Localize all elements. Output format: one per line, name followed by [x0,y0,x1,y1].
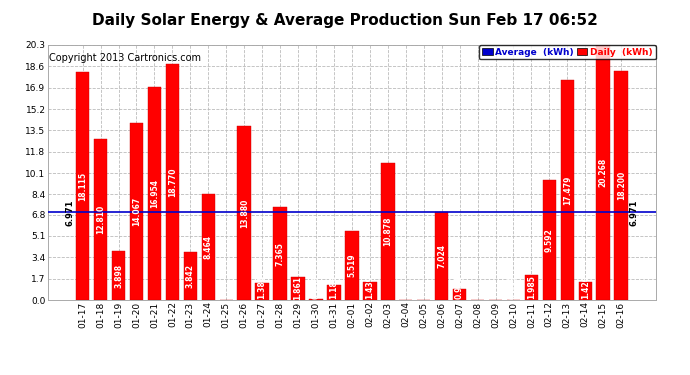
Legend: Average  (kWh), Daily  (kWh): Average (kWh), Daily (kWh) [479,45,656,59]
Text: 8.464: 8.464 [204,235,213,259]
Bar [363,282,377,300]
Text: 5.519: 5.519 [347,254,357,277]
Bar [435,212,448,300]
Bar [560,80,574,300]
Text: 6.971: 6.971 [66,199,75,226]
Text: 3.842: 3.842 [186,264,195,288]
Text: 1.186: 1.186 [329,275,339,299]
Bar [237,126,251,300]
Bar [148,87,161,300]
Bar [614,71,628,300]
Text: 16.954: 16.954 [150,179,159,208]
Text: 1.439: 1.439 [365,276,375,299]
Text: 7.365: 7.365 [275,242,284,266]
Text: 3.898: 3.898 [114,264,123,288]
Text: 6.971: 6.971 [629,199,638,226]
Text: 10.878: 10.878 [384,217,393,246]
Bar [381,164,395,300]
Text: 1.384: 1.384 [257,275,266,299]
Bar [578,282,592,300]
Text: 20.268: 20.268 [599,158,608,188]
Text: 0.013: 0.013 [509,276,518,299]
Text: Copyright 2013 Cartronics.com: Copyright 2013 Cartronics.com [49,53,201,63]
Bar [273,207,287,300]
Text: 18.770: 18.770 [168,167,177,197]
Text: 1.861: 1.861 [293,276,302,300]
Bar [130,123,144,300]
Text: 0.911: 0.911 [455,276,464,299]
Text: 7.024: 7.024 [437,244,446,268]
Bar [201,194,215,300]
Text: 9.592: 9.592 [545,228,554,252]
Text: 1.426: 1.426 [581,276,590,299]
Text: 17.479: 17.479 [563,176,572,205]
Bar [453,288,466,300]
Bar [166,64,179,300]
Bar [255,283,269,300]
Text: 12.810: 12.810 [96,205,105,234]
Text: 18.115: 18.115 [78,172,87,201]
Text: Daily Solar Energy & Average Production Sun Feb 17 06:52: Daily Solar Energy & Average Production … [92,13,598,28]
Bar [345,231,359,300]
Bar [327,285,341,300]
Bar [291,277,305,300]
Text: 1.985: 1.985 [527,276,536,300]
Bar [94,139,108,300]
Text: 18.200: 18.200 [617,171,626,200]
Bar [184,252,197,300]
Bar [76,72,90,300]
Bar [112,251,126,300]
Text: 14.067: 14.067 [132,197,141,226]
Bar [309,299,323,300]
Bar [542,180,556,300]
Bar [596,45,610,300]
Text: 13.880: 13.880 [239,198,248,228]
Bar [524,275,538,300]
Text: 0.056: 0.056 [311,276,320,299]
